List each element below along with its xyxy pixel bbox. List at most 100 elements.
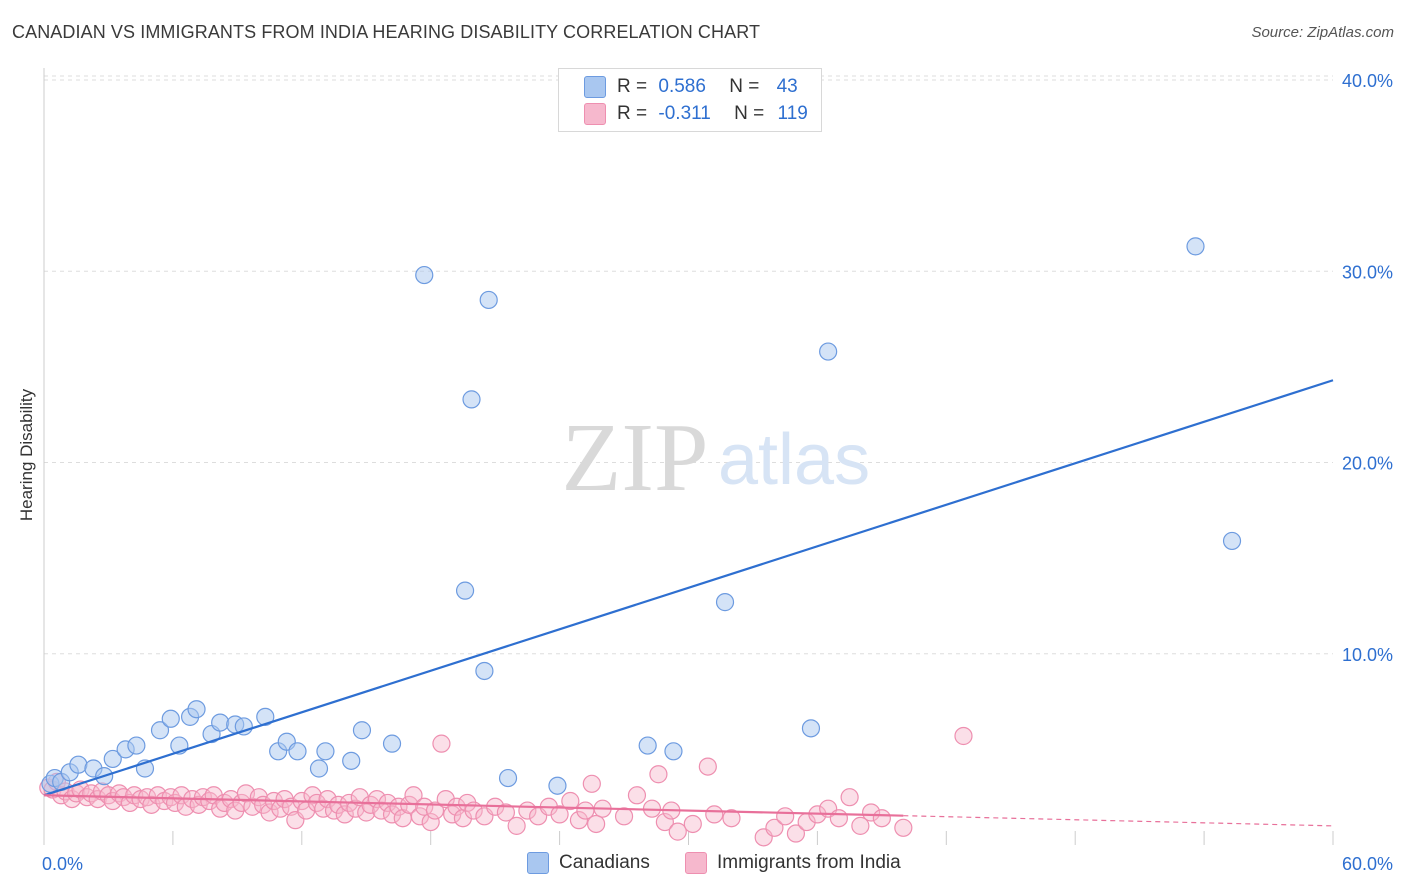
india-point xyxy=(550,805,569,824)
canadians-point xyxy=(382,734,402,753)
india-point xyxy=(840,788,859,807)
india-point xyxy=(698,757,717,776)
india-point xyxy=(447,797,466,816)
canadians-point xyxy=(1222,531,1242,551)
canadians-point xyxy=(127,736,146,755)
watermark: ZIP atlas xyxy=(562,404,871,512)
india-point xyxy=(614,807,634,826)
india-point xyxy=(232,793,251,813)
india-point xyxy=(582,774,601,793)
chart-title: CANADIAN VS IMMIGRANTS FROM INDIA HEARIN… xyxy=(12,22,761,42)
bottom-legend-swatch-india xyxy=(685,852,707,874)
canadians-point xyxy=(715,593,735,612)
india-point xyxy=(281,797,301,816)
india-point xyxy=(776,807,795,826)
legend-swatch-canadians xyxy=(584,76,606,98)
grid-lines xyxy=(44,75,1333,655)
india-point xyxy=(627,786,647,805)
bottom-legend-india[interactable]: Immigrants from India xyxy=(685,852,901,874)
legend-r-label: R = xyxy=(617,103,648,124)
bottom-legend-label-india: Immigrants from India xyxy=(717,852,901,873)
legend-n-label: N = xyxy=(729,76,760,97)
india-point xyxy=(705,805,724,824)
india-point xyxy=(131,789,150,809)
bottom-legend-canadians[interactable]: Canadians xyxy=(527,852,650,874)
india-point xyxy=(683,814,702,834)
tick-labels: 10.0% 20.0% 30.0% 40.0% 0.0% 60.0% xyxy=(42,71,1393,874)
canadians-point xyxy=(309,759,329,778)
india-point xyxy=(655,812,674,832)
canadians-point xyxy=(187,700,206,719)
india-point xyxy=(569,811,589,830)
canadians-point xyxy=(150,721,170,740)
india-point xyxy=(425,801,445,820)
canadians-point xyxy=(462,390,481,409)
x-tick-label: 0.0% xyxy=(42,854,83,874)
india-point xyxy=(894,818,913,837)
india-point xyxy=(668,822,687,841)
canadians-point xyxy=(548,776,567,795)
canadians-point xyxy=(256,707,275,726)
legend-r-value: 0.586 xyxy=(658,76,706,97)
india-point xyxy=(851,816,870,835)
india-point xyxy=(415,797,434,816)
india-point xyxy=(872,809,891,828)
trend-lines xyxy=(43,379,1334,827)
y-tick-label: 30.0% xyxy=(1342,262,1393,282)
x-tick-label: 60.0% xyxy=(1342,854,1393,874)
india-trend-line xyxy=(43,794,904,817)
axes xyxy=(43,68,1334,845)
canadians-point xyxy=(161,709,180,728)
y-tick-label: 20.0% xyxy=(1342,454,1393,474)
correlation-legend: R = 0.586 N = 43 R = -0.311 N = 119 xyxy=(558,68,822,132)
india-point xyxy=(649,765,668,784)
india-point xyxy=(335,805,354,824)
india-point xyxy=(260,803,279,822)
canadians-point xyxy=(455,581,475,600)
canadians-trend-line xyxy=(43,379,1334,797)
source-label: Source: ZipAtlas.com xyxy=(1251,24,1394,41)
watermark-atlas: atlas xyxy=(718,420,870,500)
canadians-point xyxy=(352,721,372,740)
canadians-point xyxy=(316,742,335,761)
canadians-point xyxy=(479,290,498,310)
canadians-point xyxy=(342,751,361,770)
india-point xyxy=(786,824,806,843)
canadians-point xyxy=(638,736,657,755)
y-tick-label: 40.0% xyxy=(1342,71,1393,91)
canadians-series xyxy=(41,237,1242,795)
india-point xyxy=(496,803,515,822)
canadians-point xyxy=(288,742,307,761)
legend-r-label: R = xyxy=(617,76,648,97)
legend-swatch-india xyxy=(584,103,606,125)
india-point xyxy=(954,726,973,746)
india-point xyxy=(318,789,337,809)
india-point xyxy=(862,803,881,822)
india-point xyxy=(561,791,580,811)
watermark-zip: ZIP xyxy=(562,404,709,512)
india-point xyxy=(722,809,741,828)
y-tick-label: 10.0% xyxy=(1342,645,1393,665)
legend-n-label: N = xyxy=(734,103,765,124)
legend-n-value: 43 xyxy=(776,76,798,97)
india-point xyxy=(829,809,848,828)
y-axis-label: Hearing Disability xyxy=(17,388,36,521)
india-point xyxy=(432,734,451,753)
legend-n-value: 119 xyxy=(777,103,808,124)
canadians-point xyxy=(415,265,434,285)
india-point xyxy=(507,816,526,835)
canadians-point xyxy=(69,755,88,774)
bottom-legend-label-canadians: Canadians xyxy=(559,852,650,873)
canadians-point xyxy=(475,661,494,681)
india-trend-line-extension xyxy=(903,815,1334,827)
canadians-point xyxy=(103,749,122,769)
india-point xyxy=(587,814,606,834)
canadians-point xyxy=(211,713,230,732)
canadians-point xyxy=(1186,237,1205,256)
india-point xyxy=(346,799,365,818)
india-point xyxy=(765,818,784,837)
bottom-legend-swatch-canadians xyxy=(527,852,549,874)
canadians-point xyxy=(498,768,518,788)
canadians-point xyxy=(664,742,683,761)
